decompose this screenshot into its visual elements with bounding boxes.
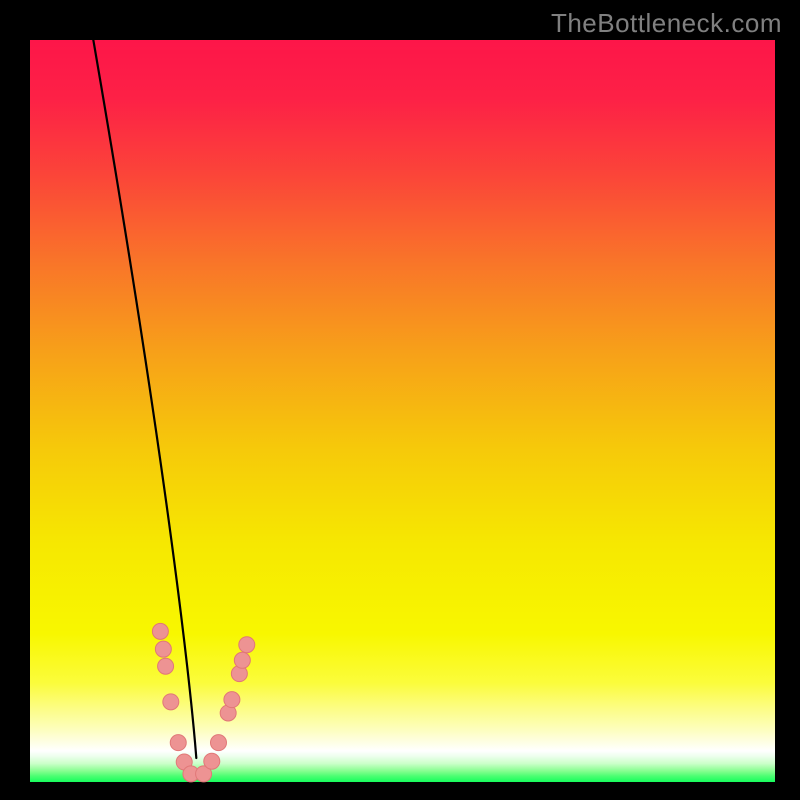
marker-dot: [224, 692, 240, 708]
marker-dot: [158, 658, 174, 674]
marker-dot: [210, 735, 226, 751]
stage: TheBottleneck.com: [0, 0, 800, 800]
marker-dot: [163, 694, 179, 710]
marker-dot: [170, 735, 186, 751]
marker-dot: [204, 753, 220, 769]
plot-background: [30, 40, 775, 782]
marker-dot: [152, 623, 168, 639]
bottleneck-chart: [0, 0, 800, 800]
marker-dot: [239, 637, 255, 653]
marker-dot: [155, 641, 171, 657]
watermark-text: TheBottleneck.com: [551, 8, 782, 39]
marker-dot: [234, 652, 250, 668]
